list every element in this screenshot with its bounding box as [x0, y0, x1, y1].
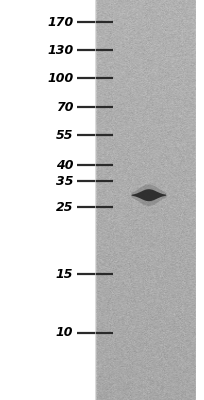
Bar: [0, 0, 95, 400]
Text: 70: 70: [56, 101, 73, 114]
Text: 170: 170: [47, 16, 73, 28]
Polygon shape: [132, 189, 166, 201]
Text: 55: 55: [56, 129, 73, 142]
Text: 35: 35: [56, 175, 73, 188]
Text: 25: 25: [56, 201, 73, 214]
Text: 15: 15: [56, 268, 73, 280]
Text: 40: 40: [56, 159, 73, 172]
Text: 130: 130: [47, 44, 73, 56]
Text: 10: 10: [56, 326, 73, 339]
Bar: [95, 0, 198, 400]
Polygon shape: [132, 184, 166, 206]
Text: 100: 100: [47, 72, 73, 84]
